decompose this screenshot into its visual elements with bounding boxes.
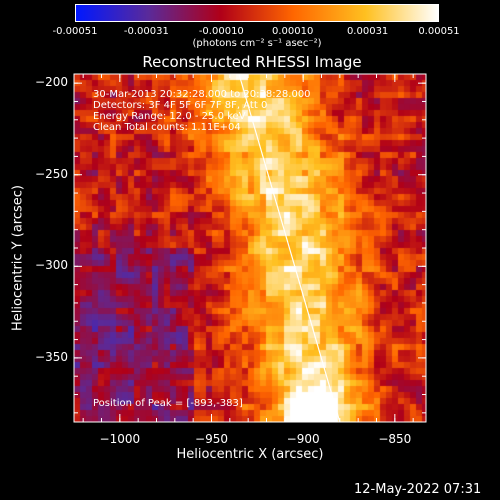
limb-line: [238, 73, 341, 423]
y-tick-label: −250: [35, 166, 68, 181]
x-tick-label: −850: [378, 432, 412, 446]
x-tick-label: −950: [195, 432, 228, 446]
annotation-energy: Energy Range: 12.0 - 25.0 keV: [93, 111, 246, 122]
y-tick-label: −350: [35, 349, 68, 364]
y-tick-label: −300: [35, 258, 68, 273]
chart-title: Reconstructed RHESSI Image: [142, 53, 362, 71]
y-tick-label: −200: [35, 75, 68, 90]
annotation-method: Clean Total counts: 1.11E+04: [93, 122, 241, 133]
y-axis-label: Heliocentric Y (arcsec): [10, 185, 26, 331]
colorbar: [75, 4, 439, 22]
date-stamp: 12-May-2022 07:31: [354, 482, 482, 497]
plot-area: [74, 74, 426, 422]
x-tick-label: −900: [286, 432, 320, 446]
annotation-time: 30-Mar-2013 20:32:28.000 to 20:38:28.000: [93, 89, 311, 100]
colorbar-units: (photons cm⁻² s⁻¹ asec⁻²): [192, 38, 322, 49]
annotation-peak: Position of Peak = [-893,-383]: [93, 398, 243, 409]
heatmap-image: [74, 74, 426, 422]
annotation-detectors: Detectors: 3F 4F 5F 6F 7F 8F, Att 0: [93, 100, 268, 111]
x-axis-label: Heliocentric X (arcsec): [176, 447, 324, 462]
x-tick-label: −1000: [99, 432, 141, 446]
